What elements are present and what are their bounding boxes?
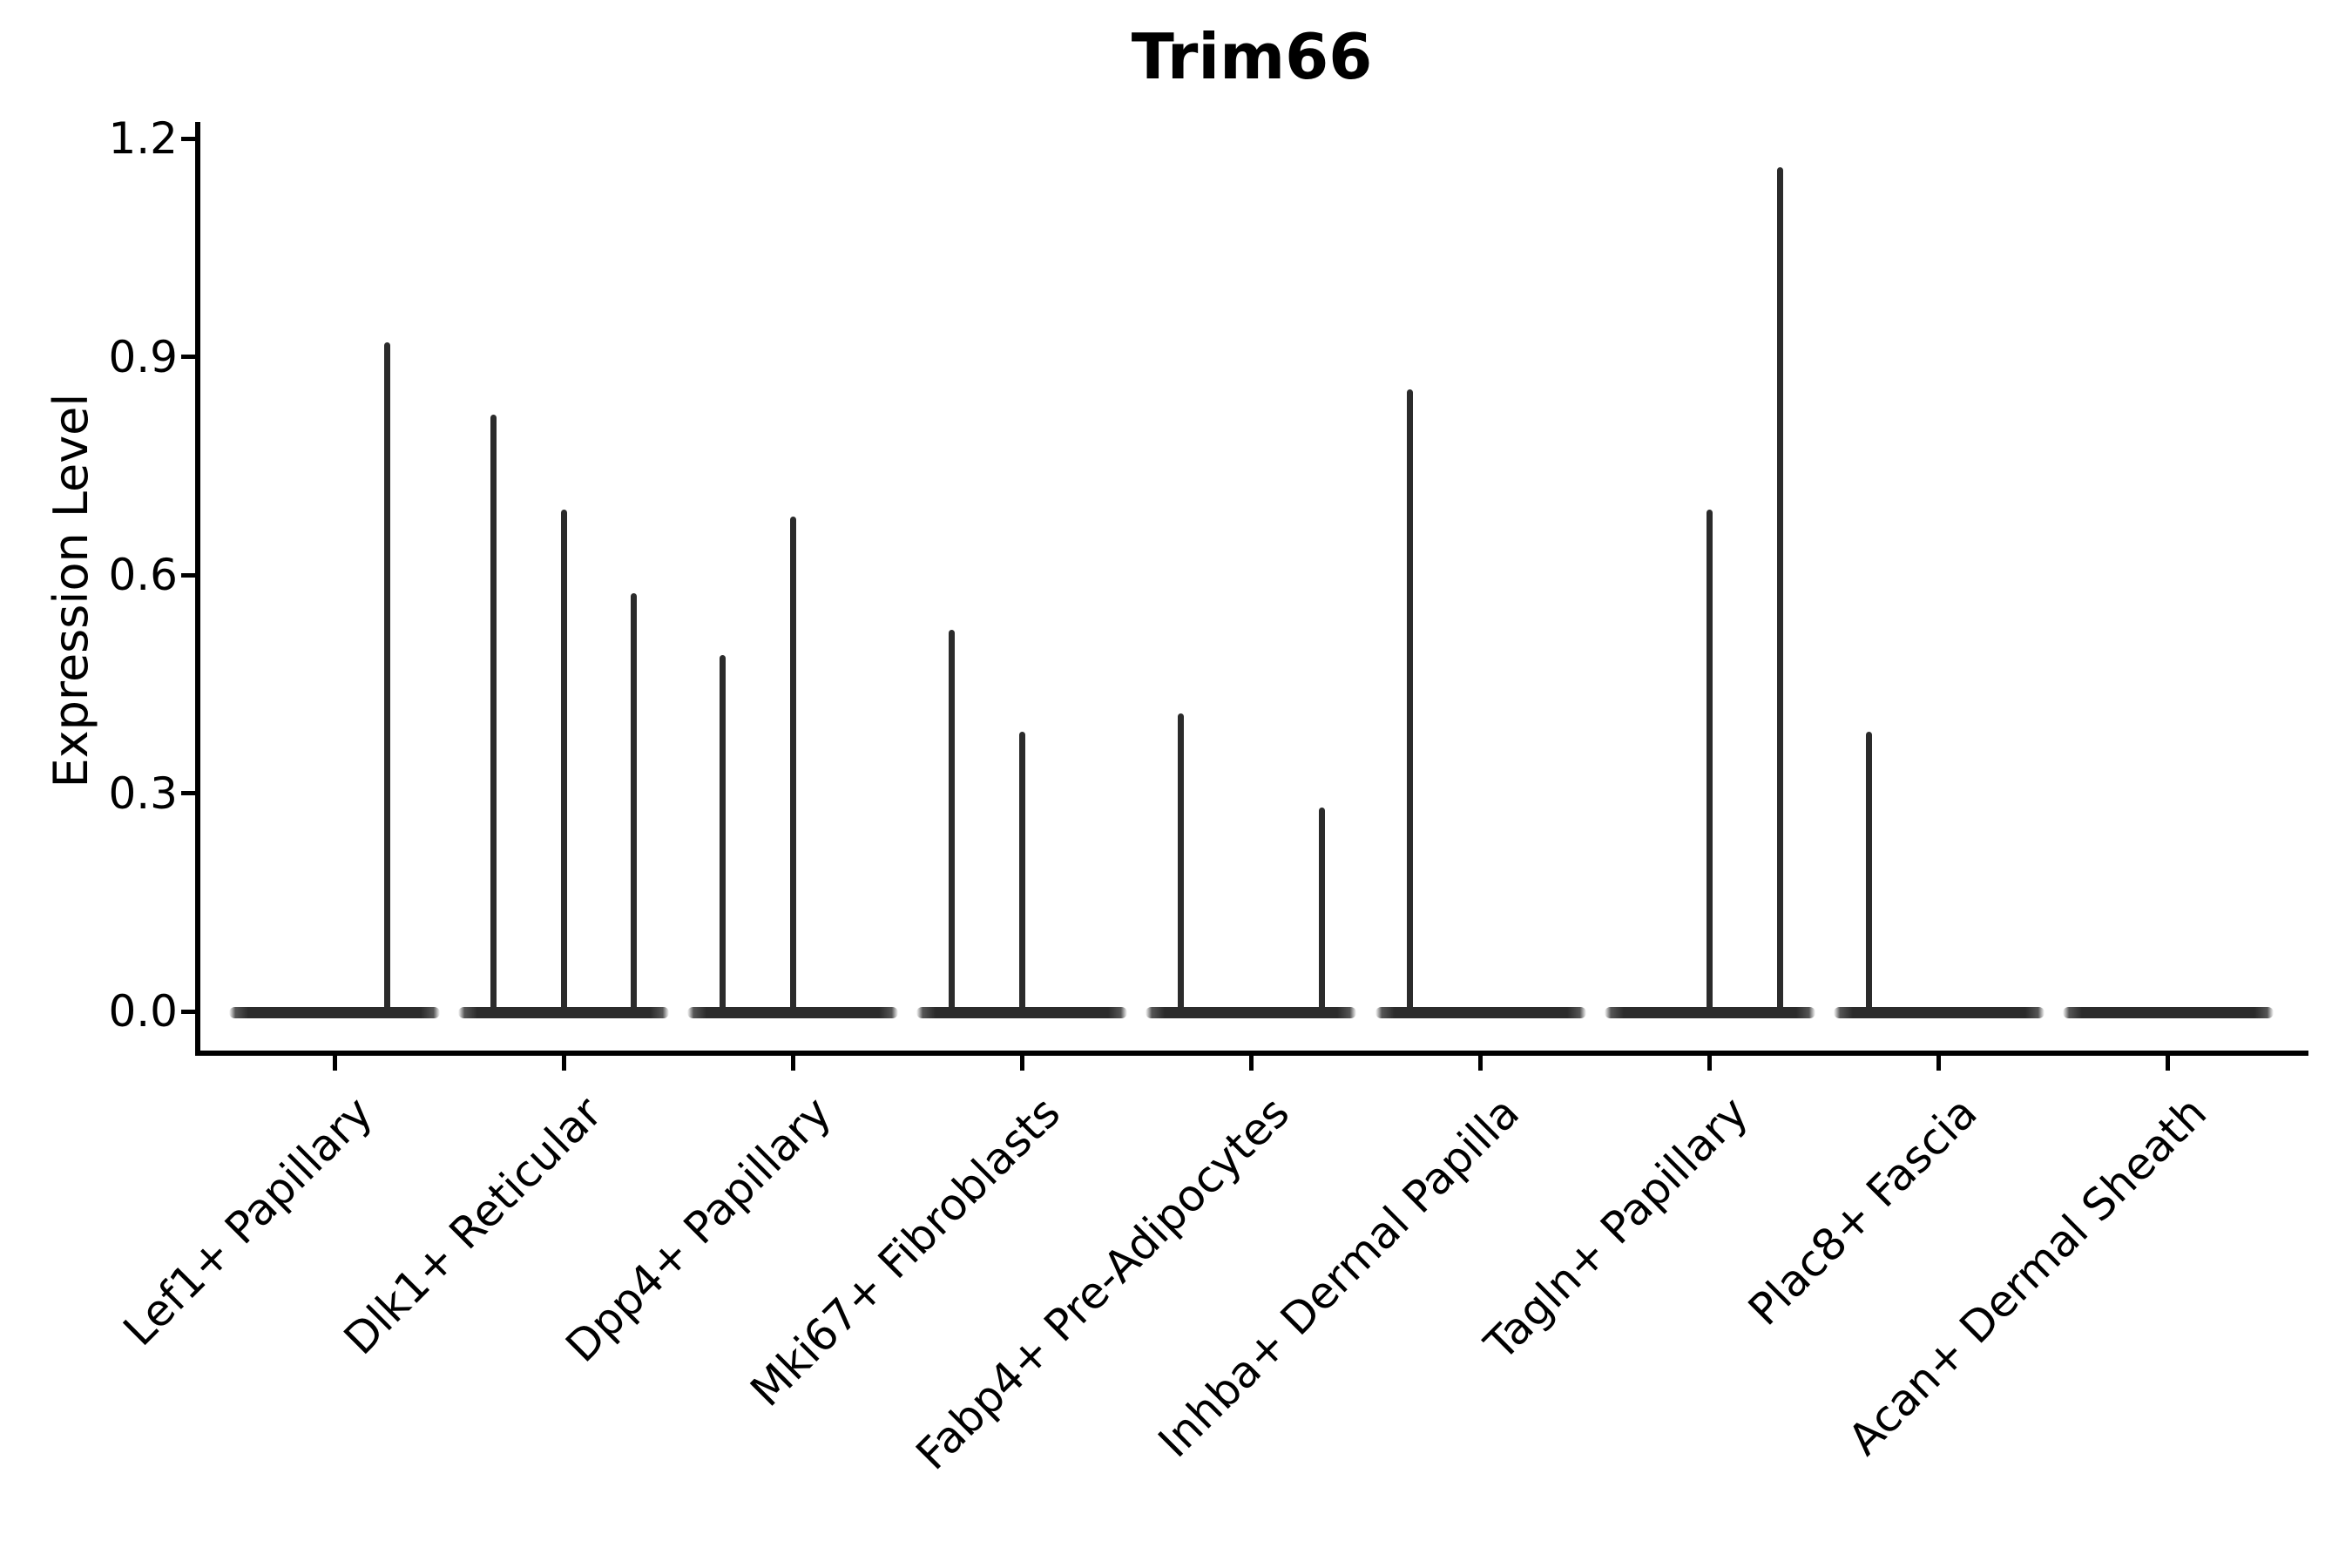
violin-tail-spike bbox=[1865, 731, 1872, 1013]
y-axis-spine bbox=[195, 122, 200, 1056]
violin-tail-spike bbox=[720, 654, 727, 1013]
chart-title: Trim66 bbox=[1131, 20, 1373, 93]
x-tick-mark bbox=[2166, 1056, 2171, 1071]
violin-tail-spike bbox=[631, 592, 638, 1013]
violin-tail-spike bbox=[1178, 713, 1185, 1013]
x-tick-mark bbox=[790, 1056, 795, 1071]
y-tick-mark bbox=[181, 355, 195, 359]
violin-body bbox=[1146, 1007, 1357, 1018]
y-tick-label: 0.6 bbox=[108, 550, 178, 600]
violin-tail-spike bbox=[1407, 389, 1414, 1013]
violin-tail-spike bbox=[384, 341, 390, 1013]
violin-tail-spike bbox=[1776, 167, 1783, 1013]
violin-body bbox=[1375, 1007, 1586, 1018]
violin-tail-spike bbox=[949, 629, 956, 1013]
x-axis-spine bbox=[195, 1051, 2308, 1056]
y-tick-label: 1.2 bbox=[108, 113, 178, 164]
x-tick-label: Lef1+ Papillary bbox=[113, 1087, 383, 1356]
x-tick-mark bbox=[1478, 1056, 1483, 1071]
y-tick-mark bbox=[181, 1009, 195, 1014]
y-tick-label: 0.9 bbox=[108, 331, 178, 382]
y-tick-mark bbox=[181, 136, 195, 141]
violin-tail-spike bbox=[490, 415, 497, 1013]
x-tick-mark bbox=[1936, 1056, 1942, 1071]
violin-body bbox=[2062, 1007, 2274, 1018]
violin-body bbox=[1833, 1007, 2044, 1018]
y-tick-label: 0.3 bbox=[108, 767, 178, 819]
violin-tail-spike bbox=[560, 509, 567, 1013]
y-tick-label: 0.0 bbox=[108, 986, 178, 1037]
violin-tail-spike bbox=[1018, 731, 1025, 1013]
x-tick-mark bbox=[1248, 1056, 1254, 1071]
x-tick-label: Plac8+ Fascia bbox=[1738, 1087, 1987, 1335]
violin-body bbox=[229, 1007, 440, 1018]
y-tick-mark bbox=[181, 572, 195, 578]
x-tick-mark bbox=[561, 1056, 566, 1071]
x-tick-label: Fabp4+ Pre-Adipocytes bbox=[906, 1087, 1300, 1480]
violin-tail-spike bbox=[1707, 509, 1713, 1013]
violin-tail-spike bbox=[789, 517, 796, 1013]
violin-tail-spike bbox=[1318, 808, 1325, 1013]
x-tick-mark bbox=[1707, 1056, 1713, 1071]
y-tick-mark bbox=[181, 791, 195, 795]
x-tick-mark bbox=[1019, 1056, 1024, 1071]
x-tick-mark bbox=[332, 1056, 337, 1071]
